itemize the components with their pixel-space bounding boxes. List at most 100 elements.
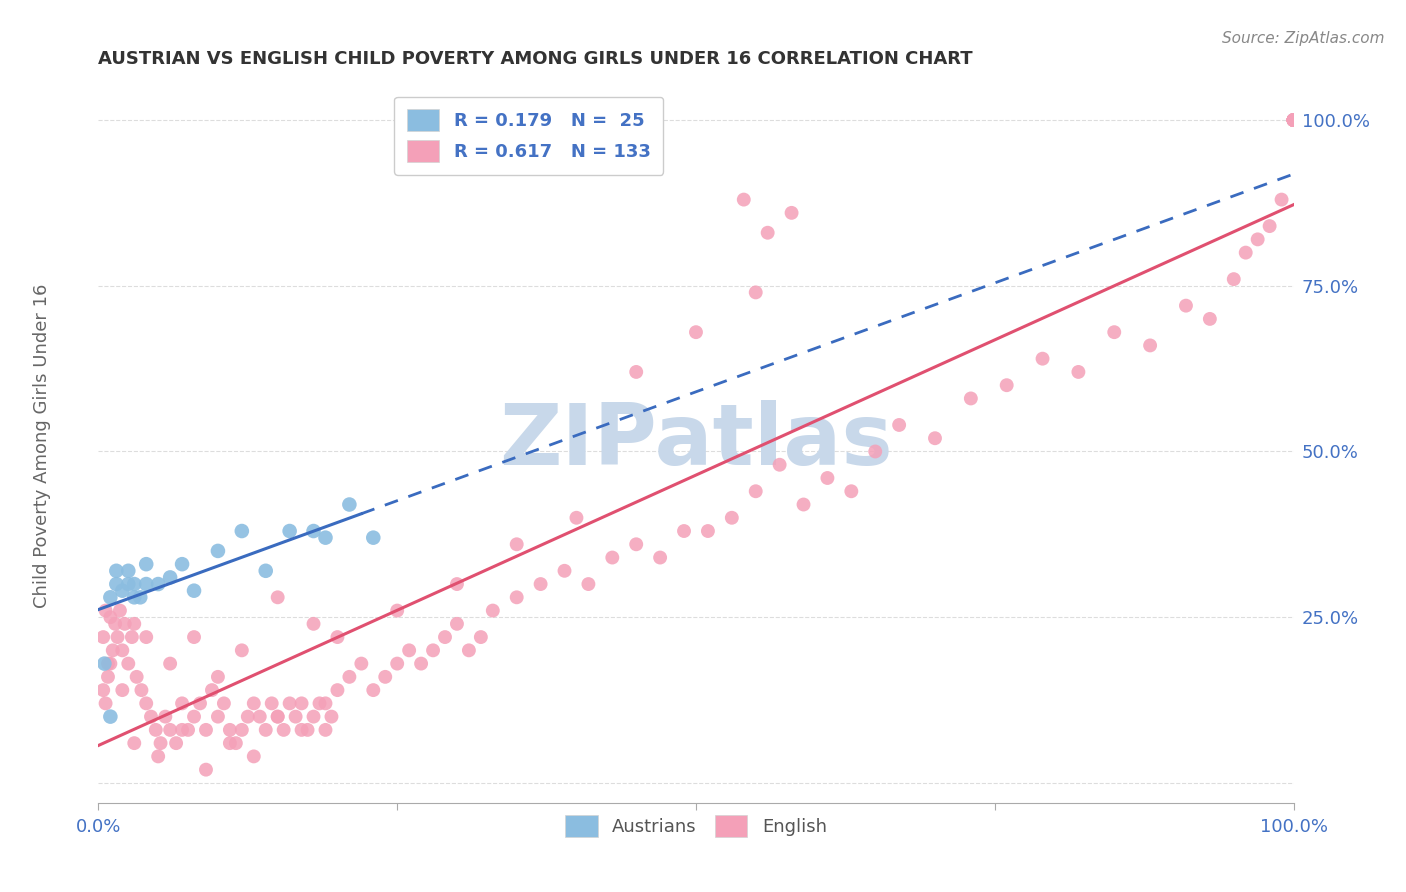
Point xyxy=(297,723,319,737)
Point xyxy=(924,431,946,445)
Point xyxy=(195,763,218,777)
Point xyxy=(1032,351,1054,366)
Point xyxy=(98,610,122,624)
Point xyxy=(446,577,468,591)
Point xyxy=(780,206,803,220)
Point xyxy=(124,736,146,750)
Point xyxy=(1282,113,1305,128)
Point xyxy=(793,498,815,512)
Point xyxy=(111,583,134,598)
Point xyxy=(374,670,396,684)
Legend: Austrians, English: Austrians, English xyxy=(558,808,834,845)
Point xyxy=(422,643,444,657)
Point xyxy=(273,723,295,737)
Point xyxy=(446,616,468,631)
Point xyxy=(207,544,229,558)
Point xyxy=(243,697,266,711)
Point xyxy=(1282,113,1305,128)
Point xyxy=(231,524,253,538)
Point xyxy=(121,630,143,644)
Point xyxy=(207,670,229,684)
Point xyxy=(302,709,325,723)
Point xyxy=(1139,338,1161,352)
Point xyxy=(93,657,115,671)
Point xyxy=(236,709,259,723)
Point xyxy=(291,697,314,711)
Point xyxy=(159,657,181,671)
Point xyxy=(815,471,838,485)
Point xyxy=(602,550,624,565)
Point xyxy=(326,683,349,698)
Point xyxy=(207,709,229,723)
Point xyxy=(219,723,242,737)
Point xyxy=(326,630,349,644)
Point xyxy=(148,577,170,591)
Point xyxy=(458,643,481,657)
Point xyxy=(995,378,1018,392)
Point xyxy=(131,683,153,698)
Point xyxy=(183,630,205,644)
Point xyxy=(172,697,194,711)
Point xyxy=(117,564,139,578)
Point xyxy=(841,484,863,499)
Point xyxy=(124,616,146,631)
Point xyxy=(98,591,122,605)
Point xyxy=(685,325,707,339)
Point xyxy=(385,657,409,671)
Point xyxy=(626,537,648,551)
Point xyxy=(101,643,124,657)
Point xyxy=(697,524,720,538)
Point xyxy=(1282,113,1305,128)
Point xyxy=(291,723,314,737)
Point xyxy=(159,570,181,584)
Point xyxy=(278,697,301,711)
Point xyxy=(278,524,301,538)
Point xyxy=(768,458,790,472)
Point xyxy=(315,697,337,711)
Point xyxy=(1104,325,1126,339)
Point xyxy=(554,564,576,578)
Point xyxy=(117,657,139,671)
Point xyxy=(149,736,172,750)
Point xyxy=(159,723,181,737)
Point xyxy=(145,723,167,737)
Point xyxy=(105,564,128,578)
Point xyxy=(117,577,139,591)
Point xyxy=(721,510,744,524)
Point xyxy=(1282,113,1305,128)
Point xyxy=(481,603,505,617)
Point xyxy=(231,643,253,657)
Point xyxy=(315,531,337,545)
Point xyxy=(97,657,120,671)
Point xyxy=(302,524,325,538)
Point xyxy=(315,723,337,737)
Point xyxy=(339,670,361,684)
Point xyxy=(578,577,600,591)
Point xyxy=(97,670,120,684)
Point xyxy=(129,591,152,605)
Point xyxy=(219,736,242,750)
Point xyxy=(506,537,529,551)
Point xyxy=(135,577,157,591)
Point xyxy=(201,683,224,698)
Point xyxy=(267,591,290,605)
Point xyxy=(626,365,648,379)
Point xyxy=(1247,232,1270,246)
Point xyxy=(172,723,194,737)
Point xyxy=(135,630,157,644)
Point xyxy=(506,591,529,605)
Point xyxy=(1258,219,1281,233)
Point xyxy=(260,697,283,711)
Point xyxy=(249,709,271,723)
Point xyxy=(135,697,157,711)
Point xyxy=(321,709,343,723)
Point xyxy=(183,709,205,723)
Text: Source: ZipAtlas.com: Source: ZipAtlas.com xyxy=(1222,31,1385,46)
Text: ZIPatlas: ZIPatlas xyxy=(499,400,893,483)
Point xyxy=(135,557,157,571)
Point xyxy=(1199,312,1222,326)
Point xyxy=(105,577,128,591)
Point xyxy=(183,583,205,598)
Point xyxy=(172,557,194,571)
Point xyxy=(111,683,134,698)
